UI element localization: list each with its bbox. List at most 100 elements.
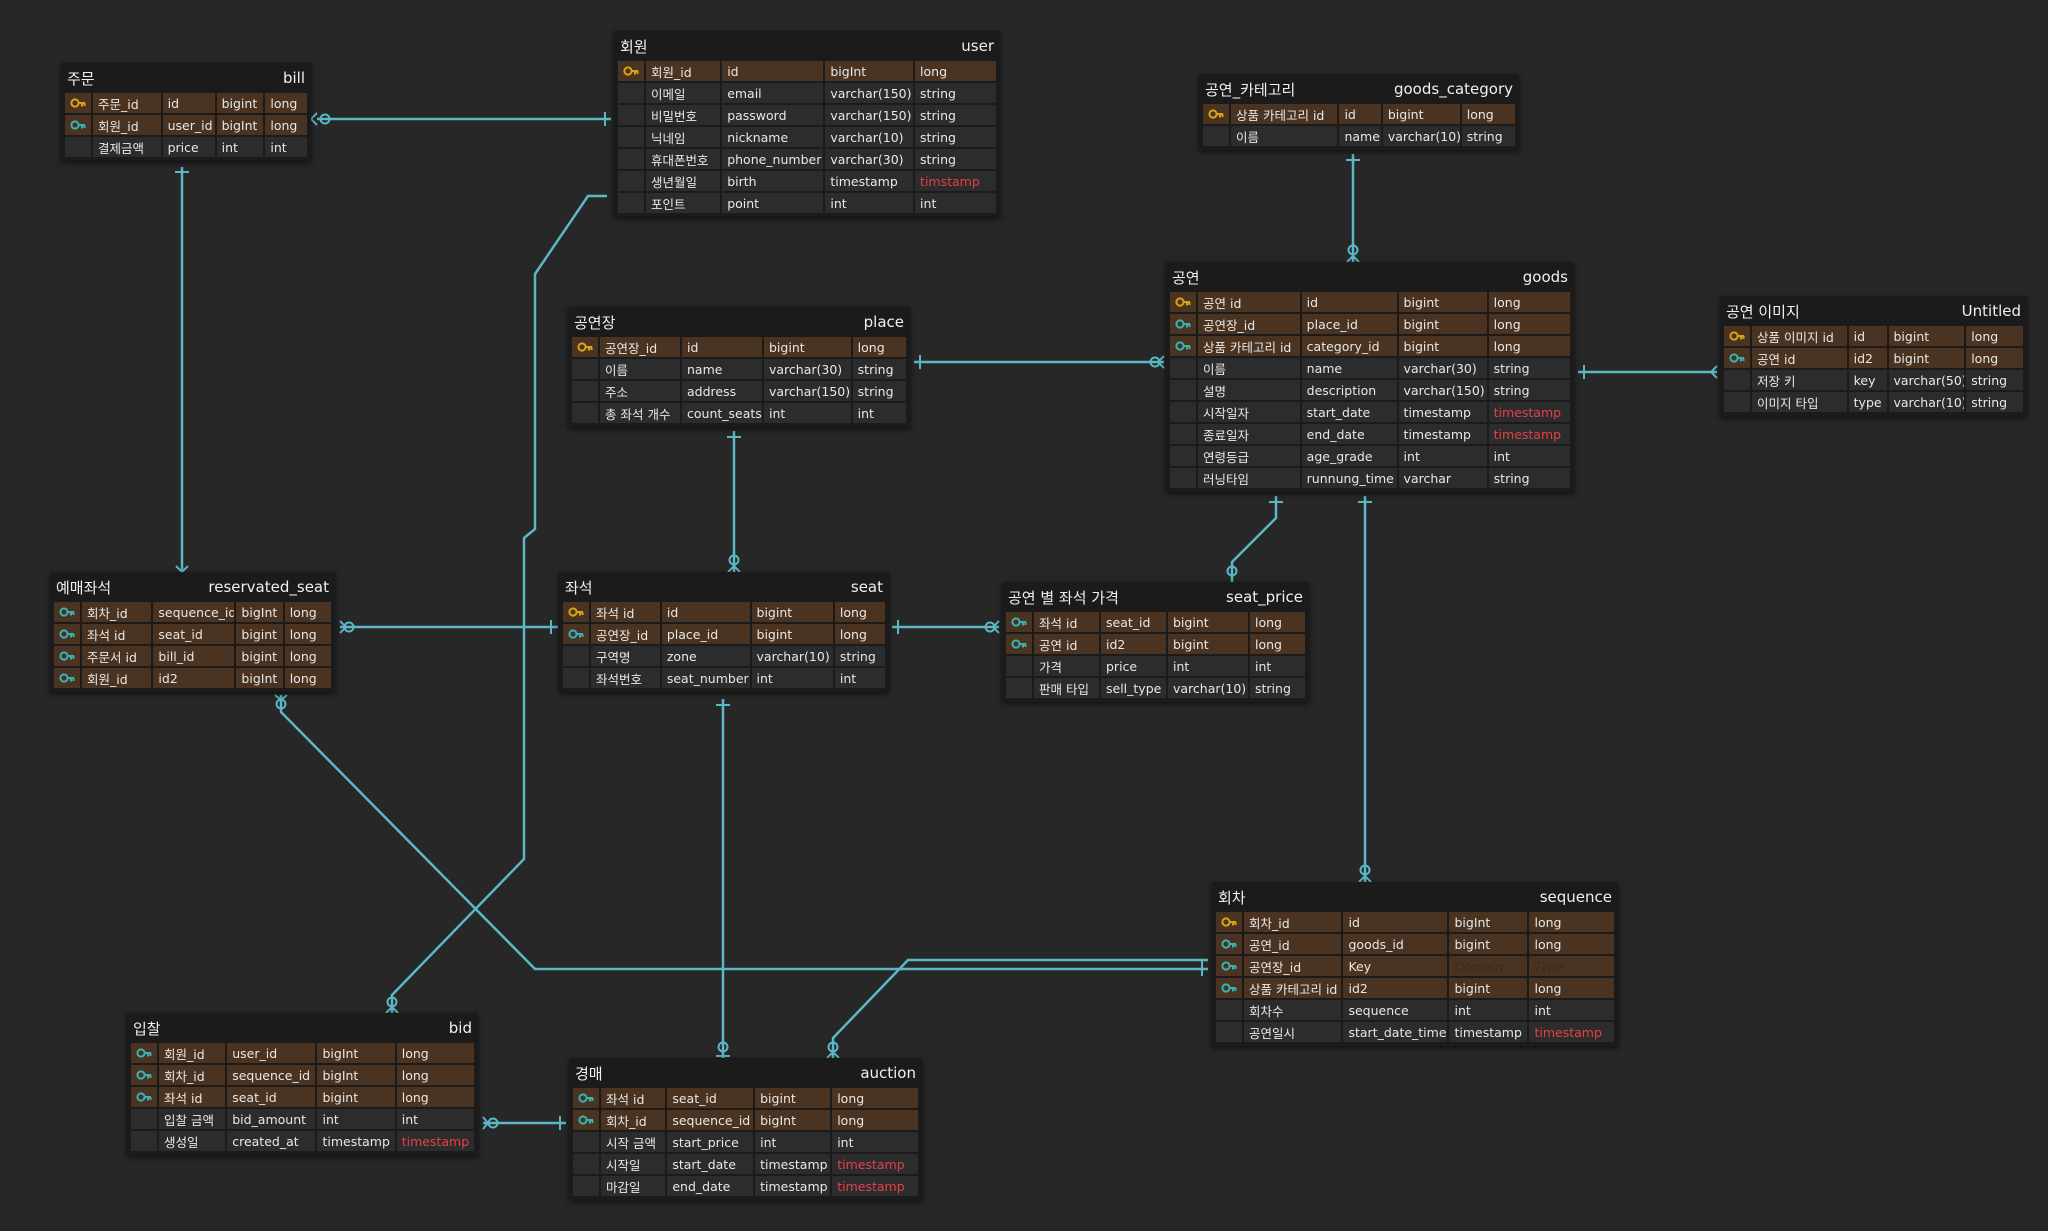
table-header[interactable]: 경매 auction bbox=[573, 1058, 918, 1088]
table-row[interactable]: 주소 address varchar(150) string bbox=[572, 381, 906, 401]
table-header[interactable]: 공연 별 좌석 가격 seat_price bbox=[1006, 582, 1305, 612]
table-row[interactable]: 공연장_id id bigint long bbox=[572, 337, 906, 357]
table-row[interactable]: 회차_id sequence_id bigInt long bbox=[573, 1110, 918, 1130]
table-row[interactable]: 러닝타임 runnung_time varchar string bbox=[1170, 468, 1570, 488]
table-row[interactable]: 공연장_id place_id bigint long bbox=[563, 624, 885, 644]
table-row[interactable]: 공연_id goods_id bigint long bbox=[1216, 934, 1614, 954]
table-row[interactable]: 좌석 id id bigint long bbox=[563, 602, 885, 622]
column-java-type: long bbox=[1250, 634, 1305, 654]
table-seat-price[interactable]: 공연 별 좌석 가격 seat_price 좌석 id seat_id bigint lo… bbox=[1002, 582, 1309, 702]
table-row[interactable]: 연령등급 age_grade int int bbox=[1170, 446, 1570, 466]
table-row[interactable]: 총 좌석 개수 count_seats int int bbox=[572, 403, 906, 423]
table-header[interactable]: 예매좌석 reservated_seat bbox=[54, 572, 331, 602]
table-header[interactable]: 공연장 place bbox=[572, 307, 906, 337]
table-row[interactable]: 회차_id id bigInt long bbox=[1216, 912, 1614, 932]
table-row[interactable]: 공연일시 start_date_time timestamp timestamp bbox=[1216, 1022, 1614, 1042]
table-row[interactable]: 좌석 id seat_id bigint long bbox=[1006, 612, 1305, 632]
table-header[interactable]: 좌석 seat bbox=[563, 572, 885, 602]
table-row[interactable]: 회차_id sequence_id bigInt long bbox=[131, 1065, 474, 1085]
column-logical-name: 공연 id bbox=[1034, 634, 1099, 654]
link-sequence-auction[interactable] bbox=[831, 958, 1208, 1058]
table-row[interactable]: 회원_id user_id bigInt long bbox=[131, 1043, 474, 1063]
table-row[interactable]: 좌석 id seat_id bigint long bbox=[54, 624, 331, 644]
table-row[interactable]: 상품 카테고리 id id bigint long bbox=[1203, 104, 1515, 124]
table-image[interactable]: 공연 이미지 Untitled 상품 이미지 id id bigint long 공연 id… bbox=[1720, 296, 2027, 416]
column-physical-name: Key bbox=[1343, 956, 1448, 976]
table-row[interactable]: 공연장_id Key Domain Type bbox=[1216, 956, 1614, 976]
table-row[interactable]: 회차수 sequence int int bbox=[1216, 1000, 1614, 1020]
table-bid[interactable]: 입찰 bid 회원_id user_id bigInt long 회차_id sequence… bbox=[127, 1013, 478, 1155]
table-seat[interactable]: 좌석 seat 좌석 id id bigint long 공연장_id place_id big… bbox=[559, 572, 889, 692]
table-row[interactable]: 공연 id id2 bigint long bbox=[1724, 348, 2023, 368]
table-header[interactable]: 입찰 bid bbox=[131, 1013, 474, 1043]
table-row[interactable]: 이름 name varchar(30) string bbox=[572, 359, 906, 379]
table-row[interactable]: 닉네임 nickname varchar(10) string bbox=[618, 127, 996, 147]
foreign-key-icon bbox=[573, 1110, 599, 1130]
table-row[interactable]: 판매 타입 sell_type varchar(10) string bbox=[1006, 678, 1305, 698]
table-row[interactable]: 생성일 created_at timestamp timestamp bbox=[131, 1131, 474, 1151]
table-header[interactable]: 주문 bill bbox=[65, 63, 307, 93]
table-row[interactable]: 회차_id sequence_id bigInt long bbox=[54, 602, 331, 622]
table-row[interactable]: 가격 price int int bbox=[1006, 656, 1305, 676]
table-row[interactable]: 이미지 타입 type varchar(10) string bbox=[1724, 392, 2023, 412]
table-row[interactable]: 공연 id id bigint long bbox=[1170, 292, 1570, 312]
empty-key-cell bbox=[131, 1109, 157, 1129]
empty-key-cell bbox=[65, 137, 91, 157]
table-row[interactable]: 좌석번호 seat_number int int bbox=[563, 668, 885, 688]
table-goods-category[interactable]: 공연_카테고리 goods_category 상품 카테고리 id id bigint l… bbox=[1199, 74, 1519, 150]
column-java-type: long bbox=[832, 1110, 918, 1130]
table-row[interactable]: 구역명 zone varchar(10) string bbox=[563, 646, 885, 666]
table-row[interactable]: 주문_id id bigint long bbox=[65, 93, 307, 113]
table-row[interactable]: 이름 name varchar(30) string bbox=[1170, 358, 1570, 378]
table-row[interactable]: 시작일자 start_date timestamp timestamp bbox=[1170, 402, 1570, 422]
table-auction[interactable]: 경매 auction 좌석 id seat_id bigint long 회차_id sequ… bbox=[569, 1058, 922, 1200]
table-sequence[interactable]: 회차 sequence 회차_id id bigInt long 공연_id goods_id… bbox=[1212, 882, 1618, 1046]
table-row[interactable]: 설명 description varchar(150) string bbox=[1170, 380, 1570, 400]
link-user-bid[interactable] bbox=[390, 194, 607, 1013]
table-row[interactable]: 결제금액 price int int bbox=[65, 137, 307, 157]
table-row[interactable]: 비밀번호 password varchar(150) string bbox=[618, 105, 996, 125]
table-row[interactable]: 공연 id id2 bigint long bbox=[1006, 634, 1305, 654]
table-place[interactable]: 공연장 place 공연장_id id bigint long 이름 name varchar(… bbox=[568, 307, 910, 427]
table-row[interactable]: 이름 name varchar(10) string bbox=[1203, 126, 1515, 146]
column-logical-name: 회원_id bbox=[646, 61, 721, 81]
column-db-type: bigint bbox=[1888, 348, 1965, 368]
table-row[interactable]: 상품 이미지 id id bigint long bbox=[1724, 326, 2023, 346]
table-header[interactable]: 회원 user bbox=[618, 31, 996, 61]
table-row[interactable]: 회원_id id2 bigInt long bbox=[54, 668, 331, 688]
table-row[interactable]: 종료일자 end_date timestamp timestamp bbox=[1170, 424, 1570, 444]
table-reservated-seat[interactable]: 예매좌석 reservated_seat 회차_id sequence_id bigIn… bbox=[50, 572, 335, 692]
table-row[interactable]: 회원_id user_id bigInt long bbox=[65, 115, 307, 135]
table-row[interactable]: 좌석 id seat_id bigint long bbox=[573, 1088, 918, 1108]
table-bill[interactable]: 주문 bill 주문_id id bigint long 회원_id user_id bigIn… bbox=[61, 63, 311, 161]
table-row[interactable]: 시작 금액 start_price int int bbox=[573, 1132, 918, 1152]
table-header[interactable]: 공연_카테고리 goods_category bbox=[1203, 74, 1515, 104]
column-db-type: varchar bbox=[1398, 468, 1487, 488]
link-reservated-seat-sequence[interactable] bbox=[279, 695, 1208, 971]
table-row[interactable]: 입찰 금액 bid_amount int int bbox=[131, 1109, 474, 1129]
table-row[interactable]: 포인트 point int int bbox=[618, 193, 996, 213]
table-row[interactable]: 시작일 start_date timestamp timestamp bbox=[573, 1154, 918, 1174]
table-row[interactable]: 생년월일 birth timestamp timstamp bbox=[618, 171, 996, 191]
table-header[interactable]: 공연 이미지 Untitled bbox=[1724, 296, 2023, 326]
table-row[interactable]: 상품 카테고리 id category_id bigint long bbox=[1170, 336, 1570, 356]
table-header[interactable]: 회차 sequence bbox=[1216, 882, 1614, 912]
table-row[interactable]: 공연장_id place_id bigint long bbox=[1170, 314, 1570, 334]
column-db-type: varchar(10) bbox=[1382, 126, 1460, 146]
table-header[interactable]: 공연 goods bbox=[1170, 262, 1570, 292]
column-db-type: bigint bbox=[755, 1088, 831, 1108]
table-row[interactable]: 좌석 id seat_id bigint long bbox=[131, 1087, 474, 1107]
table-user[interactable]: 회원 user 회원_id id bigInt long 이메일 email varchar(1… bbox=[614, 31, 1000, 217]
table-goods[interactable]: 공연 goods 공연 id id bigint long 공연장_id place_id bi… bbox=[1166, 262, 1574, 492]
table-row[interactable]: 저장 키 key varchar(50) string bbox=[1724, 370, 2023, 390]
link-goods-seat-price[interactable] bbox=[1230, 496, 1278, 582]
table-row[interactable]: 주문서 id bill_id bigint long bbox=[54, 646, 331, 666]
table-row[interactable]: 휴대폰번호 phone_number varchar(30) string bbox=[618, 149, 996, 169]
column-physical-name: description bbox=[1301, 380, 1397, 400]
table-row[interactable]: 이메일 email varchar(150) string bbox=[618, 83, 996, 103]
table-row[interactable]: 회원_id id bigInt long bbox=[618, 61, 996, 81]
foreign-key-icon bbox=[573, 1088, 599, 1108]
table-row[interactable]: 상품 카테고리 id id2 bigint long bbox=[1216, 978, 1614, 998]
table-row[interactable]: 마감일 end_date timestamp timestamp bbox=[573, 1176, 918, 1196]
column-physical-name: price bbox=[1101, 656, 1166, 676]
